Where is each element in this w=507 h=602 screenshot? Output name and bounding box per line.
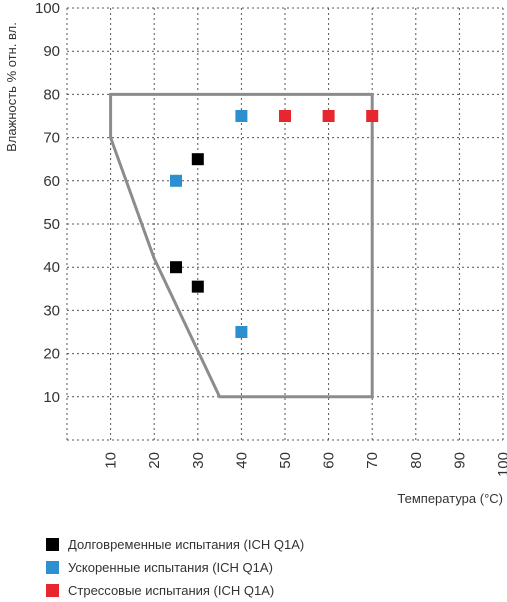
x-tick-label: 30 bbox=[190, 452, 207, 469]
y-tick-label: 50 bbox=[43, 216, 60, 233]
y-tick-label: 80 bbox=[43, 86, 60, 103]
legend-label: Долговременные испытания (ICH Q1A) bbox=[68, 537, 305, 552]
x-tick-label: 70 bbox=[364, 452, 381, 469]
y-tick-label: 60 bbox=[43, 173, 60, 190]
y-tick-label: 30 bbox=[43, 302, 60, 319]
y-axis-title: Влажность % отн. вл. bbox=[4, 22, 19, 152]
y-tick-label: 100 bbox=[35, 0, 60, 17]
data-point-series-0 bbox=[170, 261, 182, 274]
data-point-series-0 bbox=[191, 153, 204, 166]
legend-swatch bbox=[46, 561, 59, 574]
chart: 10 20 30 40 50 60 70 80 90 100 10 20 30 40 50 60 70 80 90 1… bbox=[4, 0, 507, 506]
data-point-series-2 bbox=[366, 110, 379, 122]
data-point-series-2 bbox=[322, 110, 335, 122]
x-tick-label: 20 bbox=[146, 452, 163, 469]
legend-label: Стрессовые испытания (ICH Q1A) bbox=[68, 583, 275, 598]
legend-item: Ускоренные испытания (ICH Q1A) bbox=[46, 556, 304, 579]
x-axis-title: Температура (°C) bbox=[397, 491, 503, 506]
y-tick-label: 70 bbox=[43, 130, 60, 147]
legend-label: Ускоренные испытания (ICH Q1A) bbox=[68, 560, 273, 575]
y-tick-label: 10 bbox=[43, 389, 60, 406]
legend-item: Стрессовые испытания (ICH Q1A) bbox=[46, 579, 304, 602]
x-tick-label: 50 bbox=[277, 452, 294, 469]
x-tick-label: 90 bbox=[451, 452, 468, 469]
points bbox=[170, 110, 379, 338]
x-tick-label: 80 bbox=[408, 452, 425, 469]
legend: Долговременные испытания (ICH Q1A) Ускоре… bbox=[46, 533, 304, 602]
data-point-series-2 bbox=[279, 110, 291, 122]
region bbox=[109, 92, 374, 399]
data-point-series-1 bbox=[235, 110, 248, 122]
data-point-series-0 bbox=[191, 280, 204, 293]
data-point-series-1 bbox=[170, 174, 182, 187]
legend-item: Долговременные испытания (ICH Q1A) bbox=[46, 533, 304, 556]
x-tick-label: 100 bbox=[495, 452, 507, 477]
ticks: 10 20 30 40 50 60 70 80 90 100 10 20 30 40 50 60 70 80 90 1… bbox=[35, 0, 507, 477]
grid bbox=[66, 7, 504, 441]
x-tick-label: 60 bbox=[321, 452, 338, 469]
x-tick-label: 40 bbox=[233, 452, 250, 469]
data-point-series-1 bbox=[235, 326, 248, 338]
y-tick-label: 90 bbox=[43, 43, 60, 60]
legend-swatch bbox=[46, 584, 59, 597]
legend-swatch bbox=[46, 538, 59, 551]
storage-region-outline bbox=[109, 92, 374, 399]
y-tick-label: 20 bbox=[43, 346, 60, 363]
y-tick-label: 40 bbox=[43, 259, 60, 276]
x-tick-label: 10 bbox=[103, 452, 120, 469]
